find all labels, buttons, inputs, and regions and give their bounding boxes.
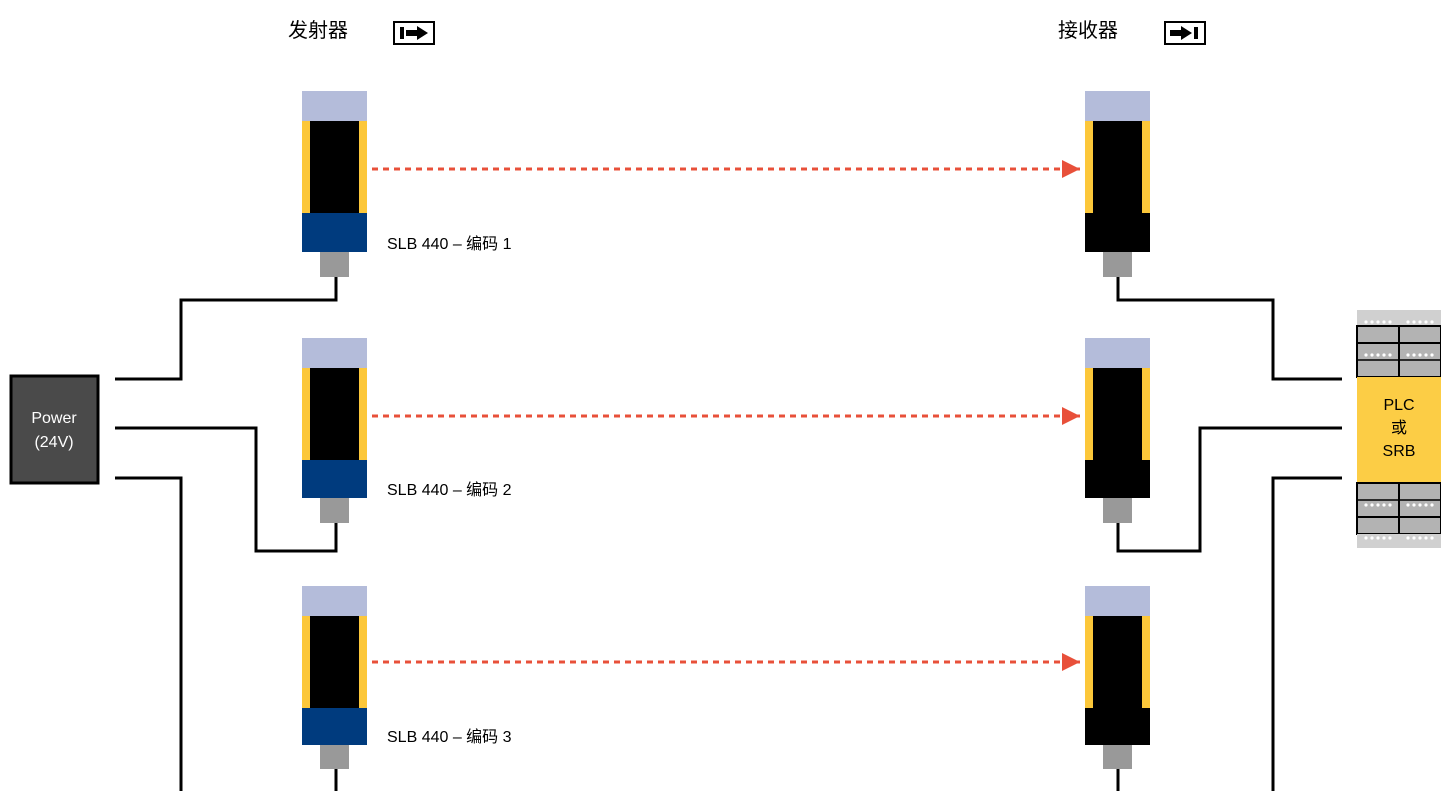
- terminal-dots-top: [1364, 320, 1434, 357]
- receiver-1: [1085, 91, 1150, 277]
- emitter-2: [302, 338, 367, 523]
- controller-label-line3: SRB: [1383, 443, 1416, 460]
- receiver-2: [1085, 338, 1150, 523]
- receiver-header-label: 接收器: [1058, 19, 1118, 42]
- wire-power-emitter-2: [115, 426, 338, 553]
- pair-label-2: SLB 440 – 编码 2: [387, 481, 512, 499]
- emitter-header-label: 发射器: [288, 19, 348, 42]
- wiring: [115, 277, 1342, 791]
- wire-receiver-3-controller: [1271, 476, 1342, 791]
- pair-label-1: SLB 440 – 编码 1: [387, 235, 512, 253]
- receiver-3: [1085, 586, 1150, 769]
- emitter-3: [302, 586, 367, 769]
- controller-label-line1: PLC: [1383, 397, 1414, 414]
- arrow-right-to-bar-icon: [1164, 21, 1206, 45]
- controller-label-line2: 或: [1391, 419, 1407, 437]
- power-supply: Power (24V): [9, 374, 100, 485]
- emitter-1: [302, 91, 367, 277]
- pair-label-3: SLB 440 – 编码 3: [387, 728, 512, 746]
- wire-receiver-1-controller: [1116, 277, 1342, 381]
- wire-receiver-2-controller: [1116, 426, 1342, 553]
- wire-power-emitter-3: [115, 476, 183, 791]
- arrow-right-from-bar-icon: [393, 21, 435, 45]
- controller-module: PLC 或 SRB: [1356, 310, 1441, 548]
- wire-power-emitter-1: [115, 277, 338, 381]
- power-label-line2: (24V): [34, 434, 73, 451]
- power-label-line1: Power: [31, 410, 77, 427]
- terminal-dots-bottom: [1364, 503, 1434, 540]
